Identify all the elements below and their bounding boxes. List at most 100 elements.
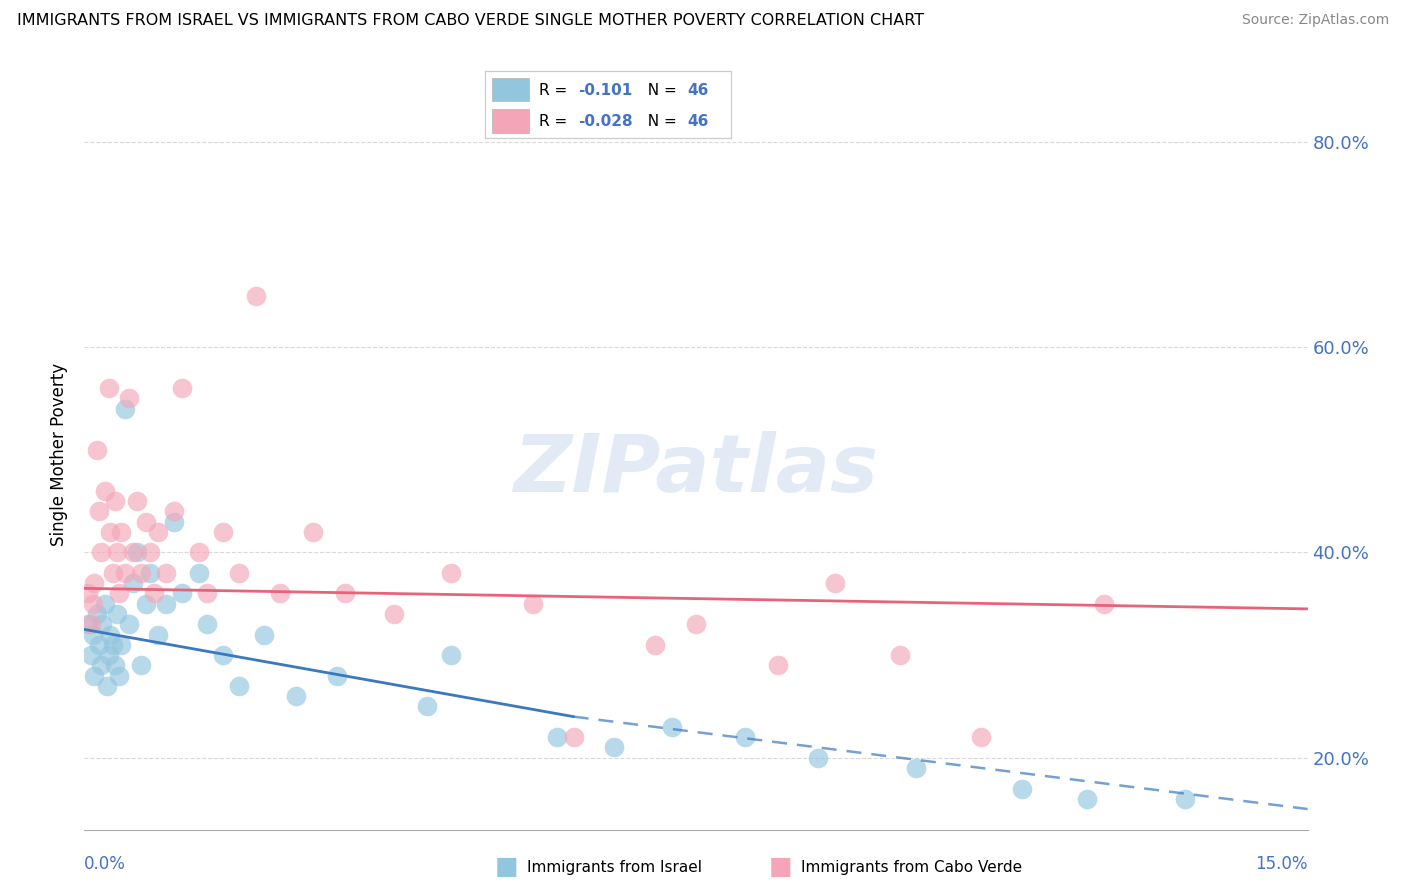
Point	[212, 648, 235, 662]
Point	[110, 524, 132, 539]
Point	[83, 576, 105, 591]
Point	[187, 566, 209, 580]
Point	[440, 648, 463, 662]
Point	[146, 627, 169, 641]
Text: 15.0%: 15.0%	[1256, 855, 1308, 873]
FancyBboxPatch shape	[492, 110, 529, 133]
Point	[889, 648, 911, 662]
Point	[135, 515, 157, 529]
Point	[1076, 791, 1098, 805]
Point	[253, 627, 276, 641]
Point	[245, 289, 267, 303]
Point	[685, 617, 707, 632]
Point	[416, 699, 439, 714]
Point	[546, 730, 568, 744]
Point	[285, 689, 308, 703]
Point	[163, 515, 186, 529]
Point	[82, 597, 104, 611]
Point	[122, 545, 145, 559]
Point	[90, 545, 112, 559]
Point	[127, 494, 149, 508]
Point	[80, 648, 103, 662]
Point	[382, 607, 405, 621]
Point	[107, 586, 129, 600]
Point	[138, 566, 160, 580]
FancyBboxPatch shape	[492, 78, 529, 102]
Point	[87, 638, 110, 652]
Point	[228, 566, 250, 580]
Point	[155, 566, 177, 580]
Point	[118, 617, 141, 632]
Point	[114, 401, 136, 416]
Text: N =: N =	[638, 83, 682, 97]
Point	[110, 638, 132, 652]
Text: -0.101: -0.101	[579, 83, 633, 97]
Point	[122, 576, 145, 591]
Point	[228, 679, 250, 693]
Text: -0.028: -0.028	[579, 114, 633, 129]
Point	[195, 586, 218, 600]
Point	[163, 504, 186, 518]
Point	[146, 524, 169, 539]
Text: ■: ■	[495, 855, 517, 879]
Point	[77, 586, 100, 600]
Point	[766, 658, 789, 673]
Text: 46: 46	[688, 83, 709, 97]
Point	[522, 597, 544, 611]
Point	[105, 607, 128, 621]
Point	[100, 627, 122, 641]
Point	[131, 658, 153, 673]
Point	[970, 730, 993, 744]
Point	[90, 658, 112, 673]
Text: IMMIGRANTS FROM ISRAEL VS IMMIGRANTS FROM CABO VERDE SINGLE MOTHER POVERTY CORRE: IMMIGRANTS FROM ISRAEL VS IMMIGRANTS FRO…	[17, 13, 924, 29]
Point	[1011, 781, 1033, 796]
Point	[195, 617, 218, 632]
Text: ZIPatlas: ZIPatlas	[513, 431, 879, 509]
Point	[93, 597, 115, 611]
Point	[155, 597, 177, 611]
Y-axis label: Single Mother Poverty: Single Mother Poverty	[51, 363, 69, 547]
Point	[824, 576, 846, 591]
Text: R =: R =	[538, 114, 572, 129]
Point	[807, 750, 830, 764]
Text: Immigrants from Israel: Immigrants from Israel	[527, 860, 702, 874]
Text: 0.0%: 0.0%	[84, 855, 127, 873]
Point	[86, 442, 108, 457]
Point	[326, 668, 349, 682]
Point	[107, 668, 129, 682]
Point	[187, 545, 209, 559]
Point	[440, 566, 463, 580]
Point	[97, 381, 120, 395]
Point	[138, 545, 160, 559]
Point	[105, 545, 128, 559]
Point	[91, 617, 114, 632]
Text: R =: R =	[538, 83, 572, 97]
Point	[83, 668, 105, 682]
Point	[135, 597, 157, 611]
Point	[269, 586, 291, 600]
Point	[905, 761, 928, 775]
Point	[127, 545, 149, 559]
Point	[661, 720, 683, 734]
Point	[301, 524, 323, 539]
Point	[1092, 597, 1115, 611]
Text: N =: N =	[638, 114, 682, 129]
Point	[1174, 791, 1197, 805]
Point	[96, 679, 118, 693]
Text: ■: ■	[769, 855, 792, 879]
Point	[114, 566, 136, 580]
Point	[131, 566, 153, 580]
Point	[80, 617, 103, 632]
Text: Source: ZipAtlas.com: Source: ZipAtlas.com	[1241, 13, 1389, 28]
Point	[172, 586, 194, 600]
Text: 46: 46	[688, 114, 709, 129]
Point	[97, 648, 120, 662]
Point	[101, 566, 124, 580]
Point	[562, 730, 585, 744]
Point	[734, 730, 756, 744]
Text: Immigrants from Cabo Verde: Immigrants from Cabo Verde	[801, 860, 1022, 874]
Point	[93, 483, 115, 498]
Point	[77, 617, 100, 632]
Point	[87, 504, 110, 518]
Point	[101, 638, 124, 652]
